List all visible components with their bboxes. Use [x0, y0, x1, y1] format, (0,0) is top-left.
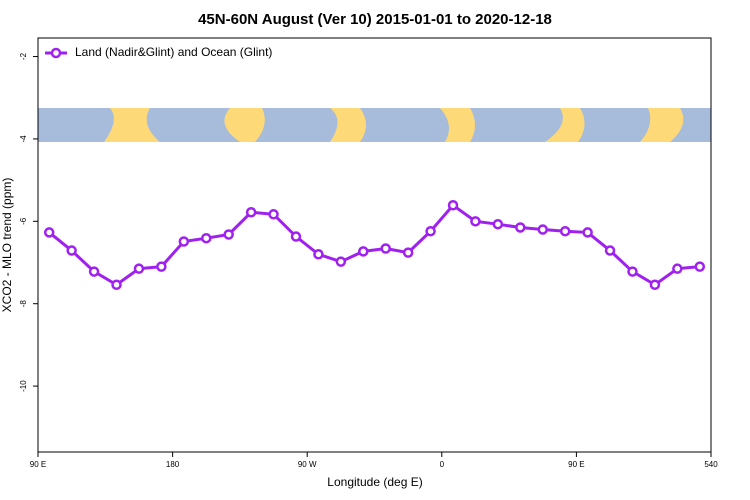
point — [694, 261, 706, 272]
point — [559, 225, 571, 237]
point — [66, 245, 77, 256]
map-ocean — [578, 108, 651, 142]
point — [178, 236, 190, 247]
y-tick-label: -10 — [19, 380, 28, 392]
point — [335, 256, 347, 267]
y-tick-label: -6 — [19, 217, 28, 225]
x-tick-label: 540 — [704, 460, 718, 469]
point — [111, 279, 122, 291]
x-tick-label: 90 E — [568, 460, 584, 469]
point — [537, 224, 548, 235]
point — [358, 246, 369, 257]
legend-label: Land (Nadir&Glint) and Ocean (Glint) — [75, 45, 272, 59]
map-ocean — [255, 108, 338, 142]
map-band — [38, 108, 711, 142]
point — [268, 209, 279, 220]
point — [627, 266, 638, 277]
x-tick-label: 0 — [440, 460, 445, 469]
map-ocean — [360, 108, 449, 142]
x-tick-label: 90 W — [298, 460, 317, 469]
point — [43, 227, 55, 238]
map-ocean — [470, 108, 563, 142]
point — [380, 243, 391, 254]
chart-title: 45N-60N August (Ver 10) 2015-01-01 to 20… — [198, 11, 552, 28]
point — [604, 245, 616, 256]
y-tick-label: -4 — [19, 135, 28, 143]
point — [470, 216, 481, 227]
point — [156, 261, 167, 272]
plot-frame — [37, 37, 712, 453]
y-tick-label: -2 — [19, 52, 28, 60]
point — [447, 199, 459, 211]
map-ocean — [146, 108, 240, 142]
series-line — [48, 203, 700, 287]
point — [649, 279, 661, 291]
point — [515, 222, 526, 233]
legend-marker — [50, 47, 62, 59]
map-ocean — [38, 108, 114, 142]
point — [672, 263, 683, 274]
y-axis-label: XCO2 - MLO trend (ppm) — [0, 178, 14, 313]
map-ocean — [670, 108, 711, 142]
point — [245, 207, 257, 218]
x-tick-label: 180 — [166, 460, 180, 469]
point — [313, 249, 324, 260]
point — [425, 225, 436, 237]
point — [402, 247, 414, 258]
x-axis-label: Longitude (deg E) — [327, 475, 422, 489]
point — [492, 218, 504, 230]
point — [290, 231, 302, 242]
point — [201, 232, 212, 244]
y-tick-label: -8 — [19, 300, 28, 308]
x-tick-label: 90 E — [30, 460, 46, 469]
point — [88, 266, 100, 277]
point — [223, 229, 234, 240]
point — [582, 227, 593, 238]
point — [133, 263, 145, 274]
